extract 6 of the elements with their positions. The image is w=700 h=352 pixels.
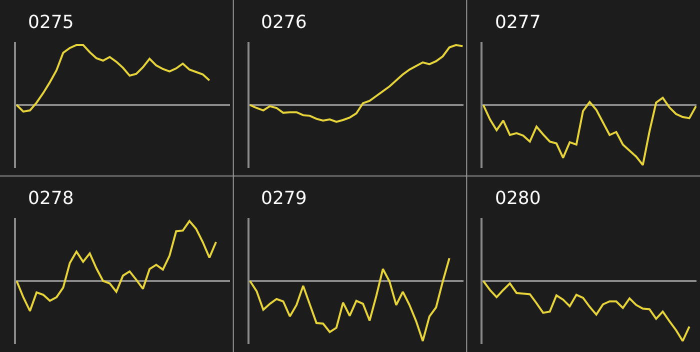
chart-title: 0276 (261, 12, 307, 33)
chart-title: 0275 (28, 12, 74, 33)
chart-title: 0277 (495, 12, 541, 33)
chart-title: 0278 (28, 188, 74, 209)
chart-title: 0279 (261, 188, 307, 209)
chart-title: 0280 (495, 188, 541, 209)
